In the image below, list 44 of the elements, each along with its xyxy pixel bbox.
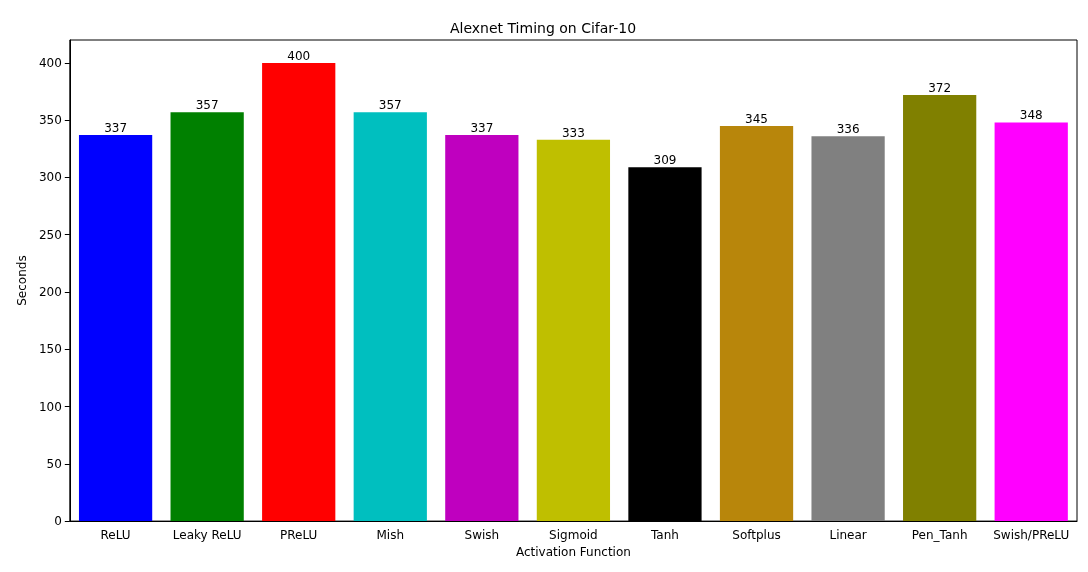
data-label: 337: [470, 121, 494, 136]
chart-title: Alexnet Timing on Cifar-10: [449, 20, 637, 36]
bar: [170, 112, 244, 522]
y-tick-label: 350: [38, 113, 62, 128]
data-label: 333: [561, 125, 585, 140]
bar: [536, 139, 611, 522]
x-axis-title: Activation Function: [515, 545, 631, 559]
bar: [262, 62, 336, 522]
x-tick-label: Leaky ReLU: [172, 528, 242, 543]
y-tick-label: 400: [38, 55, 62, 70]
data-label: 357: [378, 98, 402, 113]
data-label: 309: [653, 153, 677, 168]
data-label: 348: [1019, 108, 1043, 123]
bar: [719, 125, 794, 522]
x-tick-label: Linear: [829, 528, 867, 543]
bar: [353, 112, 427, 522]
bar: [811, 136, 885, 522]
bar: [994, 122, 1068, 522]
y-tick-label: 0: [54, 514, 62, 529]
x-tick-label: Sigmoid: [549, 528, 598, 543]
x-tick-label: Tanh: [650, 528, 679, 543]
x-tick-label: Pen_Tanh: [911, 528, 968, 543]
x-tick-label: Mish: [376, 528, 405, 543]
data-label: 345: [745, 111, 768, 126]
x-tick-label: PReLU: [280, 528, 318, 543]
x-tick-label: Swish/PReLU: [993, 528, 1070, 543]
data-label: 337: [104, 121, 128, 136]
bar: [78, 135, 153, 522]
data-label: 336: [836, 122, 860, 137]
bar: [903, 94, 977, 522]
x-tick-label: ReLU: [100, 528, 131, 543]
y-tick-label: 300: [38, 170, 62, 185]
x-tick-label: Swish: [464, 528, 500, 543]
y-tick-label: 50: [46, 456, 62, 471]
x-tick-label: Softplus: [732, 528, 781, 543]
data-label: 372: [928, 80, 952, 95]
y-tick-label: 200: [38, 285, 62, 299]
y-tick-label: 250: [38, 227, 62, 242]
data-label: 400: [287, 48, 311, 63]
bar: [445, 135, 519, 522]
data-label: 357: [195, 98, 219, 113]
y-tick-label: 150: [38, 342, 62, 357]
y-axis-title: Seconds: [15, 255, 29, 306]
y-tick-label: 100: [38, 399, 62, 414]
